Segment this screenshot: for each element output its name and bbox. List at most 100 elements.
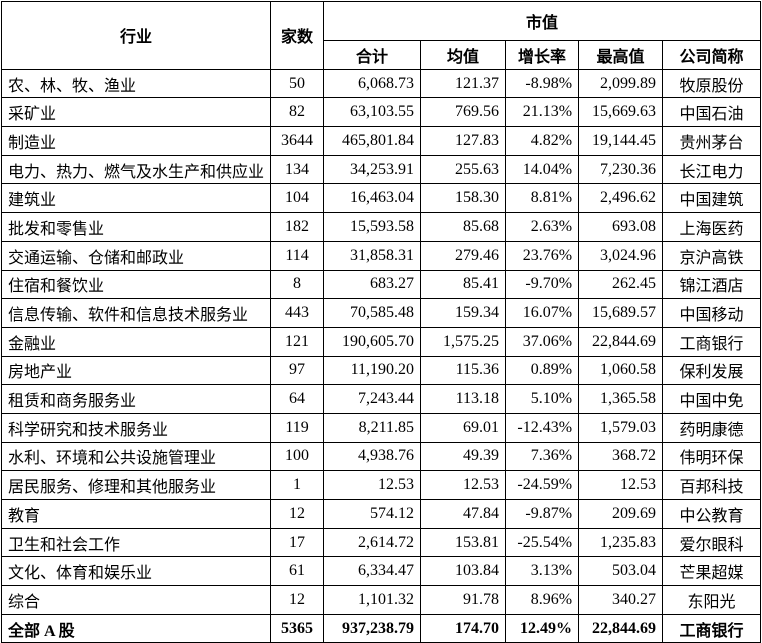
cell-growth: 0.89% bbox=[505, 355, 580, 386]
cell-mean: 47.84 bbox=[420, 499, 507, 529]
header-total: 合计 bbox=[323, 40, 422, 70]
cell-company: 中国中免 bbox=[662, 384, 762, 414]
cell-growth: -24.59% bbox=[505, 470, 580, 500]
cell-count: 121 bbox=[270, 326, 325, 357]
cell-max: 209.69 bbox=[578, 499, 664, 529]
cell-mean: 159.34 bbox=[420, 298, 507, 328]
cell-mean: 153.81 bbox=[420, 527, 507, 558]
cell-mean: 127.83 bbox=[420, 126, 507, 156]
cell-count: 1 bbox=[270, 470, 325, 500]
cell-total: 11,190.20 bbox=[323, 355, 422, 386]
cell-industry: 教育 bbox=[0, 499, 272, 529]
cell-company: 东阳光 bbox=[662, 585, 762, 615]
cell-count: 50 bbox=[270, 68, 325, 99]
cell-max: 693.08 bbox=[578, 212, 664, 242]
table-row: 住宿和餐饮业 8 683.27 85.41 -9.70% 262.45 锦江酒店 bbox=[0, 269, 762, 300]
cell-growth: 8.96% bbox=[505, 585, 580, 615]
cell-count: 134 bbox=[270, 154, 325, 185]
cell-total: 6,068.73 bbox=[323, 68, 422, 99]
cell-count: 8 bbox=[270, 269, 325, 300]
cell-industry: 全部 A 股 bbox=[0, 613, 272, 643]
table-row: 综合 12 1,101.32 91.78 8.96% 340.27 东阳光 bbox=[0, 585, 762, 615]
cell-max: 1,235.83 bbox=[578, 527, 664, 558]
cell-company: 爱尔眼科 bbox=[662, 527, 762, 558]
cell-growth: 7.36% bbox=[505, 441, 580, 472]
cell-growth: 3.13% bbox=[505, 556, 580, 587]
cell-growth: -9.70% bbox=[505, 269, 580, 300]
table-row: 卫生和社会工作 17 2,614.72 153.81 -25.54% 1,235.83 爱尔… bbox=[0, 527, 762, 558]
cell-mean: 113.18 bbox=[420, 384, 507, 414]
cell-company: 中公教育 bbox=[662, 499, 762, 529]
cell-industry: 租赁和商务服务业 bbox=[0, 384, 272, 414]
cell-mean: 1,575.25 bbox=[420, 326, 507, 357]
table-row: 农、林、牧、渔业 50 6,068.73 121.37 -8.98% 2,099.89 牧原… bbox=[0, 68, 762, 99]
cell-company: 中国建筑 bbox=[662, 183, 762, 214]
cell-max: 1,365.58 bbox=[578, 384, 664, 414]
cell-count: 12 bbox=[270, 499, 325, 529]
cell-growth: 2.63% bbox=[505, 212, 580, 242]
cell-max: 503.04 bbox=[578, 556, 664, 587]
cell-industry: 交通运输、仓储和邮政业 bbox=[0, 240, 272, 271]
cell-growth: 8.81% bbox=[505, 183, 580, 214]
cell-count: 12 bbox=[270, 585, 325, 615]
cell-growth: 14.04% bbox=[505, 154, 580, 185]
cell-industry: 电力、热力、燃气及水生产和供应业 bbox=[0, 154, 272, 185]
cell-total: 70,585.48 bbox=[323, 298, 422, 328]
cell-total: 1,101.32 bbox=[323, 585, 422, 615]
summary-row: 全部 A 股 5365 937,238.79 174.70 12.49% 22,844.6… bbox=[0, 613, 762, 643]
header-market-value: 市值 bbox=[323, 1, 762, 41]
header-growth: 增长率 bbox=[505, 40, 580, 70]
cell-growth: -9.87% bbox=[505, 499, 580, 529]
cell-industry: 卫生和社会工作 bbox=[0, 527, 272, 558]
cell-total: 31,858.31 bbox=[323, 240, 422, 271]
cell-growth: 23.76% bbox=[505, 240, 580, 271]
cell-count: 104 bbox=[270, 183, 325, 214]
cell-max: 15,669.63 bbox=[578, 97, 664, 128]
cell-industry: 综合 bbox=[0, 585, 272, 615]
cell-mean: 121.37 bbox=[420, 68, 507, 99]
cell-max: 1,060.58 bbox=[578, 355, 664, 386]
cell-company: 百邦科技 bbox=[662, 470, 762, 500]
cell-max: 340.27 bbox=[578, 585, 664, 615]
cell-company: 工商银行 bbox=[662, 326, 762, 357]
cell-growth: 16.07% bbox=[505, 298, 580, 328]
cell-total: 937,238.79 bbox=[323, 613, 422, 643]
table-row: 信息传输、软件和信息技术服务业 443 70,585.48 159.34 16.07% 1… bbox=[0, 298, 762, 328]
cell-count: 5365 bbox=[270, 613, 325, 643]
table-row: 居民服务、修理和其他服务业 1 12.53 12.53 -24.59% 12.53 百邦科技 bbox=[0, 470, 762, 500]
cell-company: 长江电力 bbox=[662, 154, 762, 185]
cell-max: 368.72 bbox=[578, 441, 664, 472]
cell-industry: 水利、环境和公共设施管理业 bbox=[0, 441, 272, 472]
cell-count: 114 bbox=[270, 240, 325, 271]
header-max: 最高值 bbox=[578, 40, 664, 70]
header-industry: 行业 bbox=[0, 1, 272, 70]
cell-industry: 金融业 bbox=[0, 326, 272, 357]
cell-mean: 103.84 bbox=[420, 556, 507, 587]
cell-mean: 49.39 bbox=[420, 441, 507, 472]
table-row: 交通运输、仓储和邮政业 114 31,858.31 279.46 23.76% 3,024… bbox=[0, 240, 762, 271]
cell-growth: 21.13% bbox=[505, 97, 580, 128]
cell-mean: 85.68 bbox=[420, 212, 507, 242]
cell-max: 2,099.89 bbox=[578, 68, 664, 99]
table-row: 制造业 3644 465,801.84 127.83 4.82% 19,144.45 贵州茅… bbox=[0, 126, 762, 156]
cell-max: 12.53 bbox=[578, 470, 664, 500]
header-mean: 均值 bbox=[420, 40, 507, 70]
cell-count: 82 bbox=[270, 97, 325, 128]
cell-industry: 房地产业 bbox=[0, 355, 272, 386]
cell-total: 574.12 bbox=[323, 499, 422, 529]
table-row: 水利、环境和公共设施管理业 100 4,938.76 49.39 7.36% 368.72… bbox=[0, 441, 762, 472]
cell-max: 19,144.45 bbox=[578, 126, 664, 156]
cell-max: 2,496.62 bbox=[578, 183, 664, 214]
cell-growth: -12.43% bbox=[505, 412, 580, 443]
cell-company: 药明康德 bbox=[662, 412, 762, 443]
table-row: 科学研究和技术服务业 119 8,211.85 69.01 -12.43% 1,579.0… bbox=[0, 412, 762, 443]
table-row: 租赁和商务服务业 64 7,243.44 113.18 5.10% 1,365.58 中国中… bbox=[0, 384, 762, 414]
cell-count: 182 bbox=[270, 212, 325, 242]
cell-total: 683.27 bbox=[323, 269, 422, 300]
cell-count: 61 bbox=[270, 556, 325, 587]
cell-count: 443 bbox=[270, 298, 325, 328]
cell-total: 190,605.70 bbox=[323, 326, 422, 357]
cell-count: 119 bbox=[270, 412, 325, 443]
cell-growth: -25.54% bbox=[505, 527, 580, 558]
